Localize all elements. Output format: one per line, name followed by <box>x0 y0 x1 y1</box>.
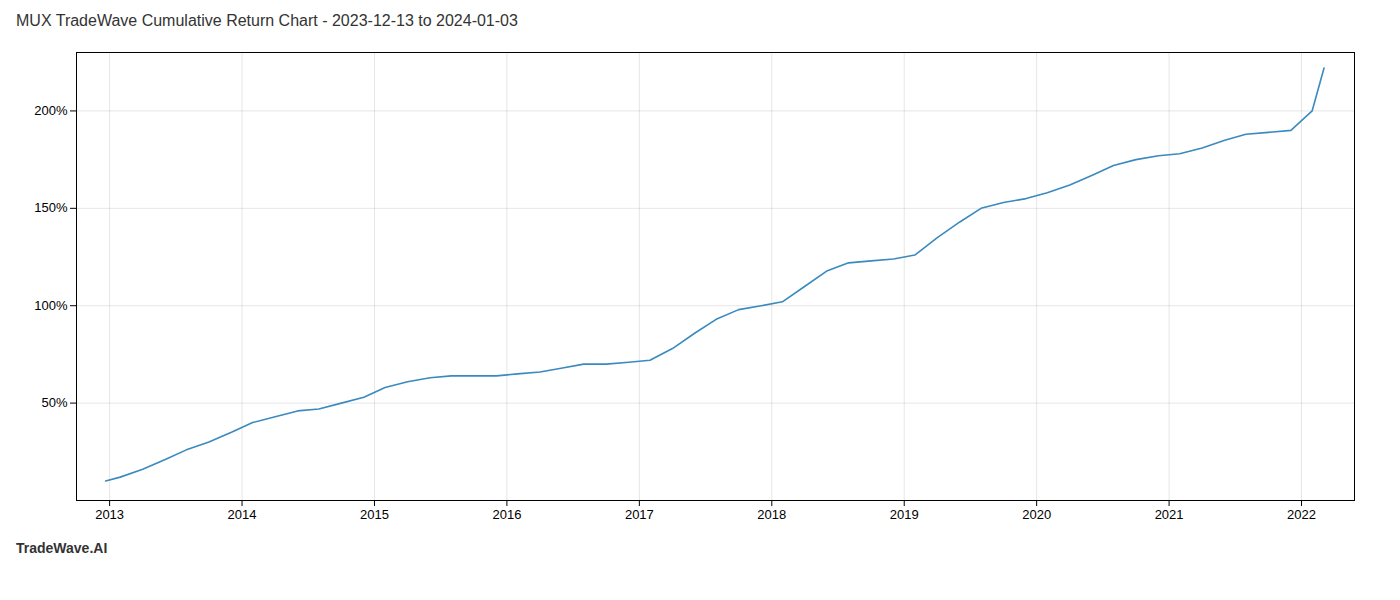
svg-text:2017: 2017 <box>625 507 654 522</box>
svg-text:2018: 2018 <box>757 507 786 522</box>
svg-text:2014: 2014 <box>228 507 257 522</box>
svg-text:2016: 2016 <box>492 507 521 522</box>
html-text:TradeWave.AI: TradeWave.AI <box>16 540 108 556</box>
svg-text:2021: 2021 <box>1155 507 1184 522</box>
svg-text:150%: 150% <box>34 200 68 215</box>
svg-text:100%: 100% <box>34 298 68 313</box>
svg-text:2013: 2013 <box>95 507 124 522</box>
html-text:MUX TradeWave Cumulative Retur: MUX TradeWave Cumulative Return Chart - … <box>16 12 518 29</box>
svg-text:50%: 50% <box>41 395 67 410</box>
svg-text:2020: 2020 <box>1022 507 1051 522</box>
svg-text:2019: 2019 <box>890 507 919 522</box>
svg-text:2022: 2022 <box>1287 507 1316 522</box>
svg-text:2015: 2015 <box>360 507 389 522</box>
svg-text:200%: 200% <box>34 103 68 118</box>
